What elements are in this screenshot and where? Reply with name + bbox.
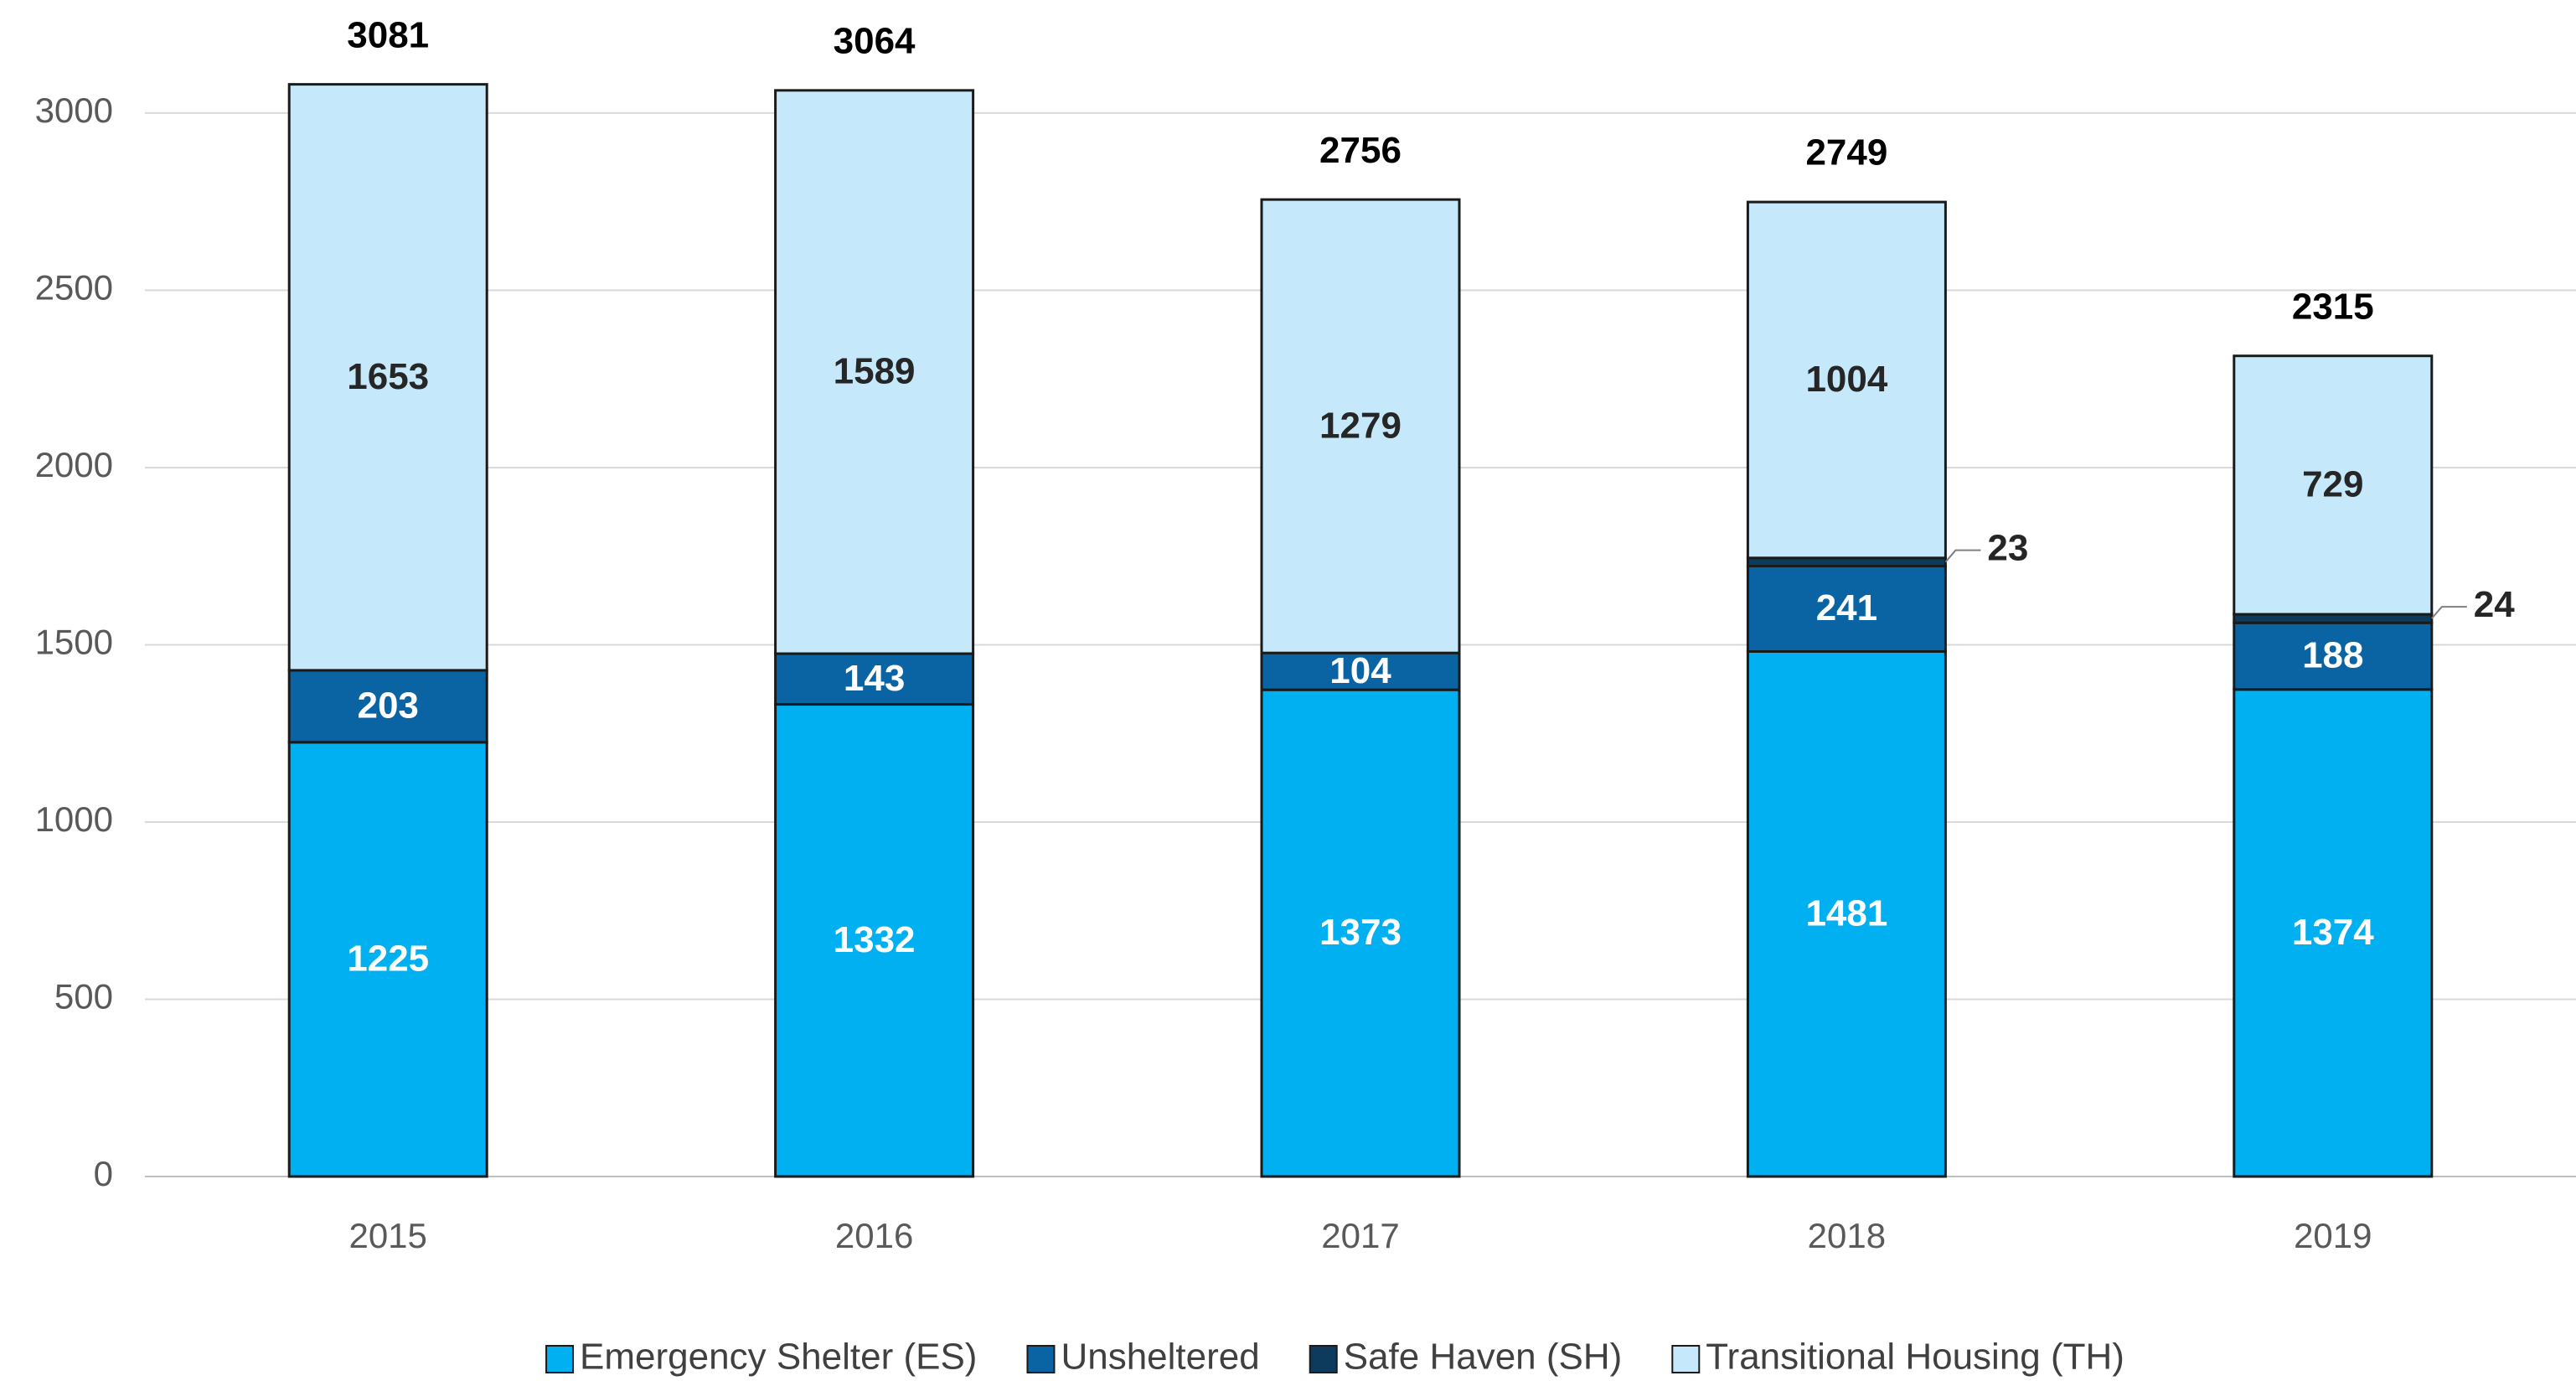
y-tick-label: 1000	[35, 799, 113, 839]
leader-line	[2431, 606, 2467, 619]
y-tick-label: 500	[54, 977, 113, 1016]
data-label: 1589	[834, 351, 916, 392]
y-tick-label: 1500	[35, 623, 113, 662]
bar-segment	[2233, 613, 2434, 624]
data-label: 24	[2474, 584, 2515, 625]
data-label: 1374	[2292, 912, 2374, 953]
bar-segment	[1746, 649, 1947, 1178]
total-label: 2756	[1319, 130, 1402, 171]
data-label: 729	[2302, 464, 2363, 505]
data-label: 241	[1816, 587, 1877, 628]
legend: Emergency Shelter (ES) Unsheltered Safe Ha…	[545, 1337, 2124, 1378]
y-tick-label: 0	[94, 1154, 113, 1193]
data-label: 143	[844, 658, 905, 699]
data-label: 1373	[1319, 912, 1402, 953]
x-tick-label: 2018	[1808, 1216, 1886, 1255]
bar-segment	[774, 652, 975, 706]
bar-segment	[1746, 200, 1947, 560]
x-tick-label: 2015	[348, 1216, 426, 1255]
data-label: 1004	[1805, 359, 1887, 400]
bar-segment	[774, 703, 975, 1178]
bar-segment	[287, 83, 488, 672]
bar-segment	[287, 669, 488, 744]
x-tick-label: 2017	[1321, 1216, 1399, 1255]
data-label: 188	[2302, 635, 2363, 676]
bar-segment	[2233, 688, 2434, 1178]
data-label: 1653	[347, 356, 429, 397]
x-tick-label: 2019	[2294, 1216, 2372, 1255]
total-label: 3081	[347, 14, 429, 55]
data-label: 23	[1987, 527, 2028, 568]
legend-label: Transitional Housing (TH)	[1706, 1337, 2124, 1378]
legend-swatch	[1671, 1345, 1701, 1373]
bar-segment	[1260, 198, 1461, 654]
data-label: 203	[357, 685, 418, 726]
bar-segment	[287, 741, 488, 1178]
legend-swatch	[1309, 1345, 1338, 1373]
y-tick-label: 3000	[35, 91, 113, 130]
data-label: 104	[1329, 650, 1391, 691]
bar-segment	[1260, 651, 1461, 691]
data-label: 1279	[1319, 405, 1402, 446]
leader-line	[1944, 549, 1981, 563]
y-tick-label: 2500	[35, 268, 113, 308]
data-label: 1481	[1805, 892, 1887, 933]
bar-segment	[774, 89, 975, 655]
total-label: 3064	[834, 20, 916, 61]
legend-swatch	[1026, 1345, 1056, 1373]
total-label: 2315	[2292, 286, 2374, 327]
data-label: 1332	[834, 919, 916, 960]
bar-segment	[1260, 688, 1461, 1178]
y-tick-label: 2000	[35, 445, 113, 484]
legend-swatch	[545, 1345, 575, 1373]
total-label: 2749	[1805, 132, 1887, 173]
legend-label: Safe Haven (SH)	[1344, 1337, 1623, 1378]
bar-segment	[1746, 565, 1947, 653]
data-label: 1225	[347, 939, 429, 980]
x-tick-label: 2016	[835, 1216, 913, 1255]
bar-segment	[2233, 354, 2434, 616]
bar-segment	[2233, 621, 2434, 691]
legend-label: Unsheltered	[1061, 1337, 1259, 1378]
legend-label: Emergency Shelter (ES)	[580, 1337, 977, 1378]
